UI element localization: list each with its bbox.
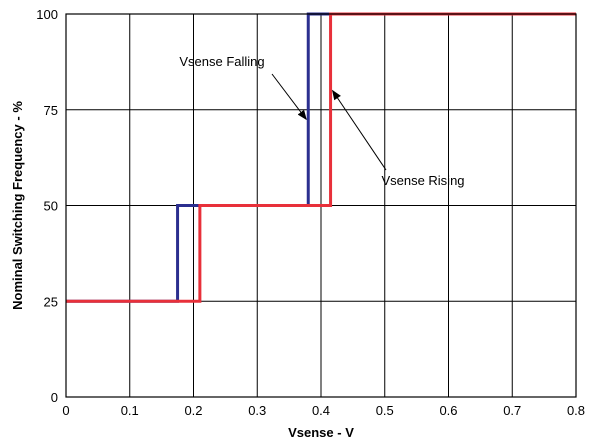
annotation-arrow (271, 73, 307, 121)
x-tick-label: 0.5 (376, 403, 394, 418)
annotation-label: Vsense Rising (381, 173, 464, 188)
plot-frame (65, 13, 577, 398)
y-tick-label: 25 (44, 294, 58, 309)
annotations: Vsense Falling Vsense Rising (179, 54, 464, 188)
y-axis-title: Nominal Switching Frequency - % (10, 101, 25, 310)
x-tick-label: 0.7 (503, 403, 521, 418)
x-tick-label: 0.3 (248, 403, 266, 418)
x-tick-label: 0.2 (184, 403, 202, 418)
x-axis-title: Vsense - V (288, 425, 354, 440)
x-tick-label: 0.8 (567, 403, 585, 418)
x-tick-label: 0.6 (439, 403, 457, 418)
y-tick-labels: 0 25 50 75 100 (36, 7, 58, 405)
x-tick-label: 0 (62, 403, 69, 418)
y-tick-label: 50 (44, 199, 58, 214)
y-tick-label: 100 (36, 7, 58, 22)
annotation-label: Vsense Falling (179, 54, 264, 69)
x-tick-labels: 0 0.1 0.2 0.3 0.4 0.5 0.6 0.7 0.8 (62, 403, 585, 418)
annotation-arrow (332, 89, 387, 171)
x-tick-label: 0.4 (312, 403, 330, 418)
y-tick-label: 0 (51, 390, 58, 405)
x-tick-label: 0.1 (121, 403, 139, 418)
y-tick-label: 75 (44, 103, 58, 118)
